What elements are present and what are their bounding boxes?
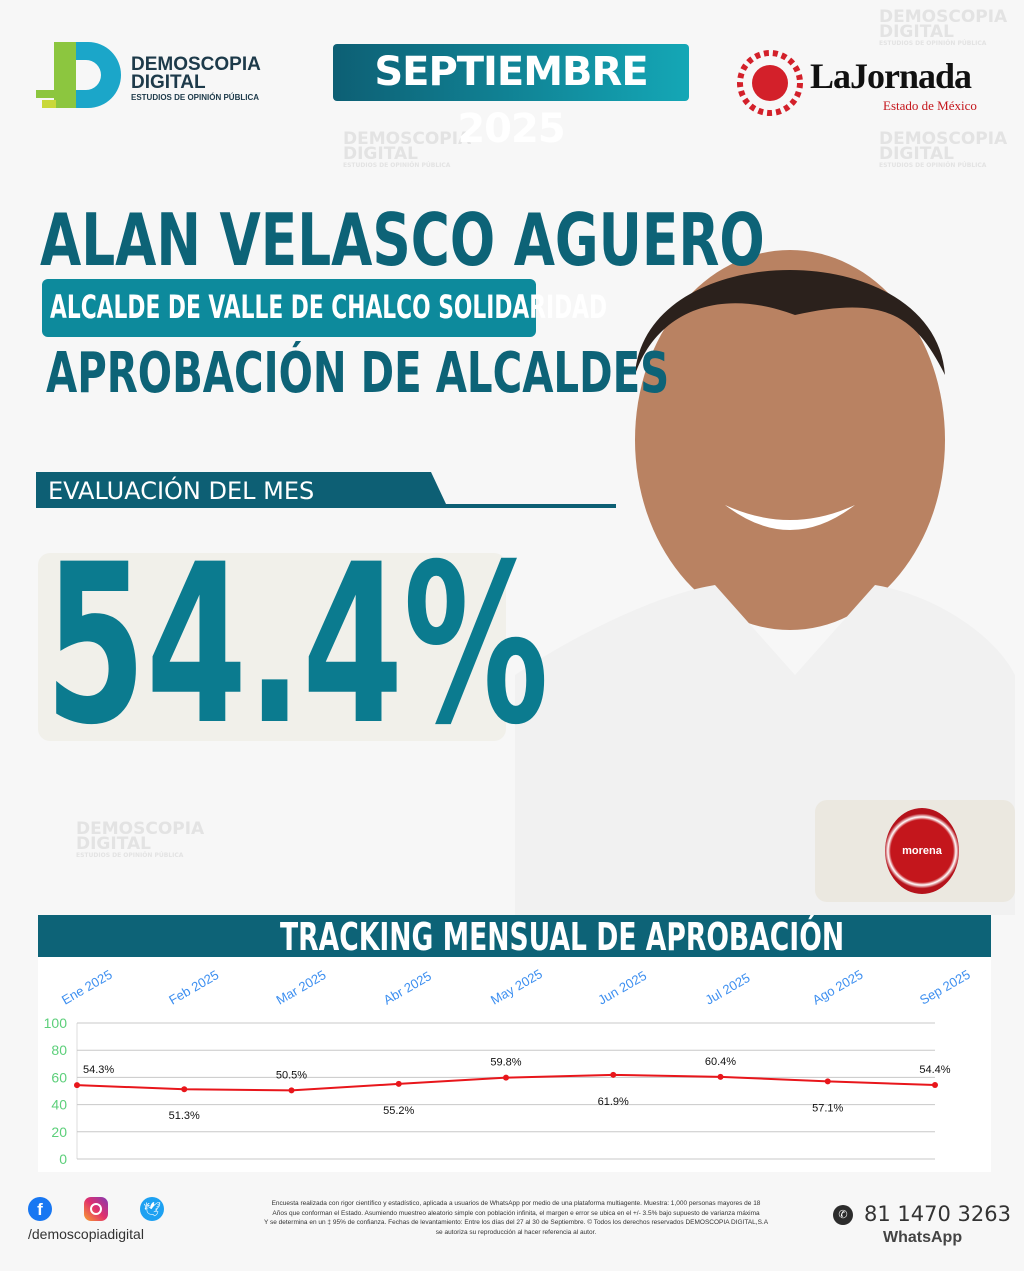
brand-name: DEMOSCOPIA DIGITAL: [131, 54, 261, 93]
brand-tagline: ESTUDIOS DE OPINIÓN PÚBLICA: [131, 93, 260, 102]
morena-logo: morena: [885, 808, 959, 894]
data-label: 54.4%: [919, 1064, 950, 1076]
topic-title: APROBACIÓN DE ALCALDES: [46, 341, 670, 406]
disclaimer-line: Encuesta realizada con rigor científico …: [271, 1200, 761, 1207]
watermark: DEMOSCOPIA DIGITAL ESTUDIOS DE OPINIÓN PÚB…: [879, 7, 1008, 48]
evaluation-value: 54.4%: [45, 517, 549, 773]
data-label: 50.5%: [276, 1069, 307, 1081]
brand-line1: DEMOSCOPIA: [131, 54, 261, 75]
data-point: [181, 1086, 188, 1093]
y-tick-label: 60: [51, 1069, 67, 1085]
evaluation-box: [38, 553, 506, 741]
chart-area: 0 20 40 60 80 100 Ene 2025 Feb 2025 Mar 2025 Abr …: [38, 957, 991, 1172]
facebook-icon[interactable]: f: [28, 1197, 52, 1221]
chart-title: TRACKING MENSUAL DE APROBACIÓN: [280, 915, 845, 959]
data-label: 61.9%: [598, 1096, 629, 1108]
period-banner: SEPTIEMBRE 2025: [333, 44, 689, 152]
x-tick-label: Mar 2025: [274, 967, 329, 1007]
chart-title-bar: [38, 915, 991, 957]
data-point: [610, 1071, 617, 1078]
y-tick-label: 80: [51, 1042, 67, 1058]
whatsapp-icon: ✆: [833, 1205, 853, 1225]
y-tick-label: 0: [59, 1151, 67, 1167]
data-point: [288, 1087, 295, 1094]
candidate-name: ALAN VELASCO AGUERO: [40, 198, 765, 282]
watermark: DEMOSCOPIA DIGITAL ESTUDIOS DE OPINIÓN PÚB…: [343, 129, 472, 170]
brand-line2: DIGITAL: [131, 72, 206, 93]
y-tick-label: 40: [51, 1097, 67, 1113]
data-point: [395, 1080, 402, 1087]
evaluation-bar: [36, 472, 616, 508]
y-tick-label: 20: [51, 1124, 67, 1140]
la-jornada-sun-icon: [737, 50, 803, 116]
x-tick-label: Jun 2025: [595, 968, 649, 1008]
x-tick-label: Abr 2025: [381, 968, 434, 1007]
evaluation-label: EVALUACIÓN DEL MES: [48, 477, 315, 505]
data-label: 60.4%: [705, 1056, 736, 1068]
disclaimer-line: Y se determina en un ‡ 95% de confianza.…: [263, 1219, 769, 1226]
x-tick-label: Ene 2025: [59, 967, 115, 1008]
data-label: 57.1%: [812, 1102, 843, 1114]
x-tick-label: Jul 2025: [703, 970, 753, 1008]
x-tick-label: Sep 2025: [917, 967, 973, 1008]
role-badge: [42, 279, 536, 337]
data-point: [932, 1082, 938, 1089]
data-label: 59.8%: [490, 1057, 521, 1069]
disclaimer-line: Años que conforman el Estado. Asumiendo …: [272, 1209, 760, 1217]
disclaimer: Encuesta realizada con rigor científico …: [236, 1199, 796, 1237]
social-handle[interactable]: /demoscopiadigital: [28, 1226, 144, 1242]
watermark: DEMOSCOPIA DIGITAL ESTUDIOS DE OPINIÓN PÚB…: [76, 819, 205, 860]
x-tick-label: Feb 2025: [166, 967, 221, 1007]
twitter-icon[interactable]: 🕊: [140, 1197, 164, 1221]
whatsapp-label: WhatsApp: [883, 1229, 963, 1246]
data-point: [717, 1073, 724, 1080]
watermark: DEMOSCOPIA DIGITAL ESTUDIOS DE OPINIÓN PÚB…: [879, 129, 1008, 170]
partner-name: LaJornada: [810, 56, 972, 96]
data-point: [503, 1074, 509, 1081]
data-point: [74, 1082, 80, 1089]
y-tick-label: 100: [44, 1015, 68, 1031]
instagram-icon[interactable]: [84, 1197, 108, 1221]
partner-sub: Estado de México: [883, 98, 977, 113]
phone-number[interactable]: 81 1470 3263: [864, 1202, 1011, 1226]
x-tick-label: Ago 2025: [810, 967, 866, 1008]
data-point: [824, 1078, 831, 1085]
x-tick-label: May 2025: [488, 966, 545, 1008]
data-label: 51.3%: [169, 1110, 200, 1122]
disclaimer-line: se autoriza su reproducción al hacer ref…: [435, 1228, 597, 1236]
data-label: 55.2%: [383, 1105, 414, 1117]
candidate-role: ALCALDE DE VALLE DE CHALCO SOLIDARIDAD: [50, 288, 608, 326]
demoscopia-logo: [36, 42, 126, 108]
data-label: 54.3%: [83, 1064, 114, 1076]
approval-line-chart: 0 20 40 60 80 100 Ene 2025 Feb 2025 Mar 2025 Abr …: [44, 966, 973, 1167]
